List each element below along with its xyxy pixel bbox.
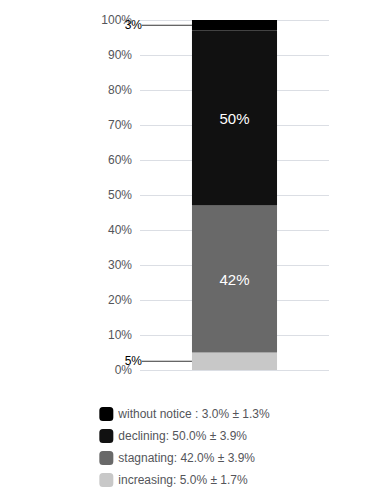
svg-text:without notice : 3.0% ± 1.3%: without notice : 3.0% ± 1.3% (117, 407, 270, 421)
svg-text:100%: 100% (101, 13, 132, 27)
svg-text:50%: 50% (219, 110, 249, 127)
svg-text:60%: 60% (108, 153, 132, 167)
svg-text:20%: 20% (108, 293, 132, 307)
svg-text:stagnating: 42.0% ± 3.9%: stagnating: 42.0% ± 3.9% (118, 451, 255, 465)
svg-text:42%: 42% (219, 271, 249, 288)
svg-text:3%: 3% (125, 18, 143, 32)
svg-text:0%: 0% (114, 363, 132, 377)
svg-text:40%: 40% (108, 223, 132, 237)
svg-text:30%: 30% (108, 258, 132, 272)
svg-text:increasing: 5.0% ± 1.7%: increasing: 5.0% ± 1.7% (118, 473, 248, 487)
svg-text:90%: 90% (108, 48, 132, 62)
svg-text:80%: 80% (108, 83, 132, 97)
svg-text:declining: 50.0% ± 3.9%: declining: 50.0% ± 3.9% (118, 429, 247, 443)
svg-text:5%: 5% (125, 354, 143, 368)
svg-text:10%: 10% (108, 328, 132, 342)
svg-text:50%: 50% (108, 188, 132, 202)
svg-text:70%: 70% (108, 118, 132, 132)
